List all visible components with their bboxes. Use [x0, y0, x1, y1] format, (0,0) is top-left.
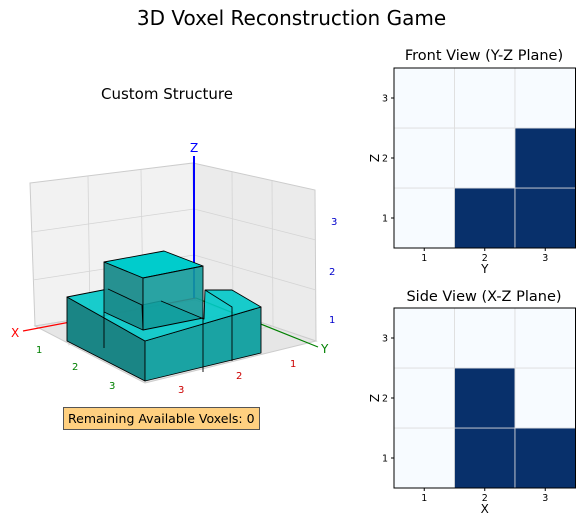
y-tick-2: 2 — [72, 362, 78, 373]
side-view-title: Side View (X-Z Plane) — [406, 289, 562, 305]
front-view-x-tick-label: 2 — [482, 253, 488, 264]
front-view-x-axis-label: Y — [480, 262, 489, 276]
front-view-y-tick-label: 1 — [382, 214, 388, 225]
side-view-y-tick-label: 2 — [382, 394, 388, 405]
side-view-cell-1-2-empty — [393, 367, 455, 429]
side-view-x-tick-label: 2 — [482, 493, 488, 504]
front-view-grid: 1 2 3 1 2 3 Y Z — [368, 67, 576, 276]
side-view-grid: 1 2 3 1 2 3 X Z — [368, 307, 576, 516]
side-view-cell-1-1-empty — [393, 427, 455, 489]
y-axis-label: Y — [320, 342, 329, 356]
side-view-x-axis-label: X — [481, 502, 489, 516]
front-view-x-tick-label: 1 — [421, 253, 427, 264]
front-view-y-tick-label: 2 — [382, 154, 388, 165]
z-tick-2: 2 — [329, 267, 335, 278]
side-view-cell-3-2-empty — [514, 367, 576, 429]
y-tick-3: 3 — [109, 381, 115, 392]
side-view-y-tick-label: 3 — [382, 334, 388, 345]
game-title: 3D Voxel Reconstruction Game — [136, 6, 447, 30]
remaining-voxels-label: Remaining Available Voxels: 0 — [63, 407, 260, 430]
front-view-cell-2-1-filled — [454, 187, 516, 249]
front-view-x-tick-label: 3 — [542, 253, 548, 264]
structure-3d-view[interactable]: X Y Z 3 2 1 1 2 3 1 2 3 — [11, 141, 337, 396]
side-view-cell-2-3-empty — [454, 307, 516, 369]
side-view-y-tick-label: 1 — [382, 454, 388, 465]
front-view-cell-1-2-empty — [393, 127, 455, 189]
front-view-title: Front View (Y-Z Plane) — [404, 48, 564, 64]
front-view-cell-1-1-empty — [393, 187, 455, 249]
side-view-x-tick-label: 3 — [542, 493, 548, 504]
side-view-cell-3-3-empty — [514, 307, 576, 369]
side-view-x-tick-label: 1 — [421, 493, 427, 504]
structure-view-title: Custom Structure — [100, 85, 233, 103]
side-view-cell-2-2-filled — [454, 367, 516, 429]
x-tick-3: 3 — [178, 385, 184, 396]
x-tick-2: 2 — [236, 371, 242, 382]
side-view-cell-1-3-empty — [393, 307, 455, 369]
front-view-cell-3-2-filled — [514, 127, 576, 189]
front-view-y-axis-label: Z — [368, 154, 382, 162]
x-axis-label: X — [11, 326, 19, 340]
side-view-cell-2-1-filled — [454, 427, 516, 489]
side-view-cell-3-1-filled — [514, 427, 576, 489]
front-view-cell-3-3-empty — [514, 67, 576, 129]
front-view-cell-2-3-empty — [454, 67, 516, 129]
voxel-structure — [66, 250, 262, 382]
front-view-y-tick-label: 3 — [382, 94, 388, 105]
side-view-y-axis-label: Z — [368, 394, 382, 402]
z-axis-label: Z — [190, 141, 198, 155]
z-tick-1: 1 — [329, 315, 335, 326]
y-tick-1: 1 — [36, 345, 42, 356]
z-tick-3: 3 — [331, 217, 337, 228]
front-view-cell-3-1-filled — [514, 187, 576, 249]
front-view-cell-2-2-empty — [454, 127, 516, 189]
front-view-cell-1-3-empty — [393, 67, 455, 129]
x-tick-1: 1 — [290, 359, 296, 370]
